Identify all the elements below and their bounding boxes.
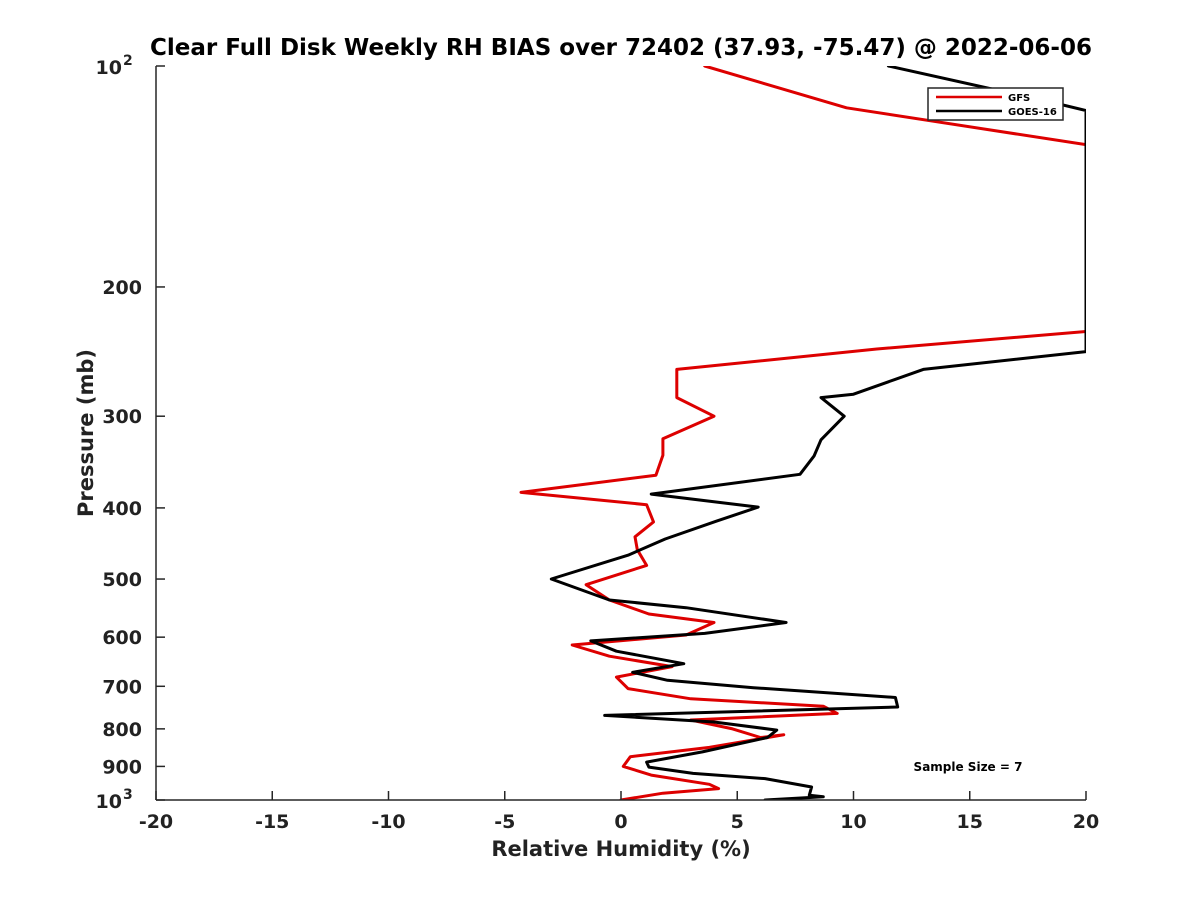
y-tick-label: 300 [102,406,142,428]
y-tick-label: 400 [102,498,142,520]
y-tick-label: 500 [102,569,142,591]
x-tick-label: -10 [371,811,405,833]
y-edge-label-exponent: 2 [123,53,133,69]
legend-label: GOES-16 [1008,107,1057,118]
y-edge-label-base: 10 [96,57,122,79]
x-tick-label: 5 [731,811,744,833]
series-line-goes-16 [549,66,1086,800]
y-tick-label: 800 [102,719,142,741]
x-tick-label: 20 [1073,811,1099,833]
y-edge-label-base: 10 [96,791,122,813]
legend-label: GFS [1008,93,1030,104]
y-tick-label: 700 [102,676,142,698]
y-tick-label: 900 [102,756,142,778]
y-edge-label-exponent: 3 [123,787,133,803]
series-line-gfs [519,66,1086,800]
x-tick-label: 10 [840,811,866,833]
legend-box [927,87,1064,121]
y-tick-label: 600 [102,627,142,649]
y-axis-label: Pressure (mb) [74,349,98,517]
x-tick-label: 15 [957,811,983,833]
x-ticks: -20 -15 -10 -5 0 5 10 15 20 [139,791,1099,833]
y-tick-label: 200 [102,277,142,299]
x-axis-label: Relative Humidity (%) [491,837,750,861]
x-tick-label: -20 [139,811,173,833]
legend: GFS GOES-16 [927,87,1064,121]
x-tick-label: 0 [614,811,627,833]
x-tick-label: -5 [494,811,515,833]
legend-items: GFS GOES-16 [936,93,1057,118]
x-tick-label: -15 [255,811,289,833]
chart-title: Clear Full Disk Weekly RH BIAS over 7240… [150,35,1092,61]
sample-size-annotation: Sample Size = 7 [914,760,1023,774]
series-layer [519,66,1086,800]
